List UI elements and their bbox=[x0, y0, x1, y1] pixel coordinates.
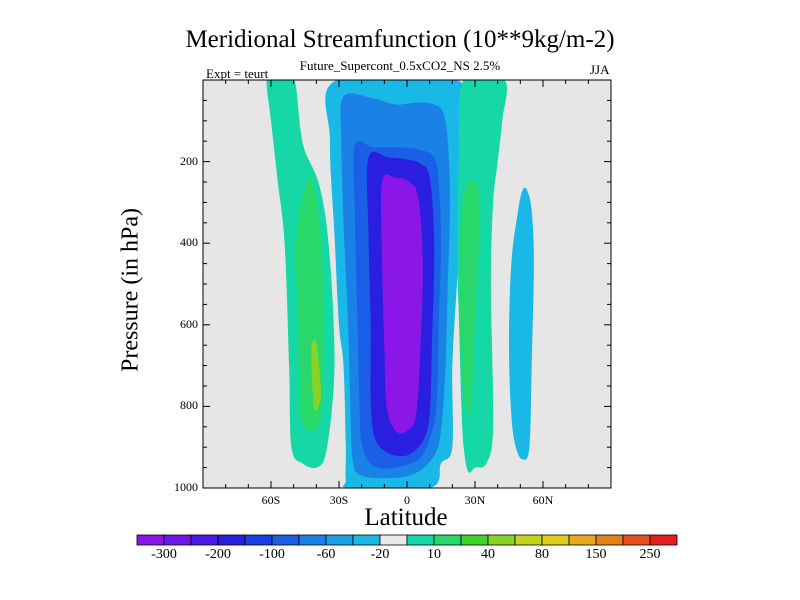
y-tick-label: 1000 bbox=[174, 480, 198, 494]
colorbar-label: -60 bbox=[316, 547, 336, 562]
colorbar-label: -100 bbox=[259, 547, 285, 562]
colorbar-box bbox=[352, 534, 381, 546]
colorbar-box bbox=[622, 534, 651, 546]
colorbar-box bbox=[568, 534, 597, 546]
colorbar-box bbox=[406, 534, 435, 546]
y-tick-label: 600 bbox=[180, 316, 198, 331]
experiment-label: Expt = teurt bbox=[206, 66, 269, 81]
y-axis-label: Pressure (in hPa) bbox=[117, 208, 144, 372]
colorbar-box bbox=[541, 534, 570, 546]
colorbar-label: 80 bbox=[535, 547, 549, 562]
colorbar-box bbox=[244, 534, 273, 546]
x-tick-label: 60N bbox=[532, 493, 554, 507]
colorbar-box bbox=[433, 534, 462, 546]
colorbar-box bbox=[190, 534, 219, 546]
colorbar-label: -20 bbox=[370, 547, 390, 562]
colorbar-box bbox=[379, 534, 408, 546]
contour-region--300 bbox=[380, 174, 423, 434]
colorbar-label: 250 bbox=[639, 547, 661, 562]
colorbar-box bbox=[217, 534, 246, 546]
contour-region-80 bbox=[311, 339, 321, 412]
colorbar-label: -300 bbox=[151, 547, 177, 562]
colorbar-box bbox=[163, 534, 192, 546]
colorbar-label: 40 bbox=[481, 547, 495, 562]
colorbar-box bbox=[595, 534, 624, 546]
chart-title: Meridional Streamfunction (10**9kg/m-2) bbox=[185, 26, 615, 53]
x-tick-label: 30S bbox=[329, 493, 349, 507]
colorbar-box bbox=[298, 534, 327, 546]
colorbar-box bbox=[136, 534, 165, 546]
x-tick-label: 30N bbox=[464, 493, 486, 507]
axis-ticks bbox=[203, 80, 611, 489]
y-tick-label: 200 bbox=[180, 153, 198, 168]
contour-region--20 bbox=[509, 187, 534, 460]
colorbar-label: 10 bbox=[427, 547, 441, 562]
colorbar-box bbox=[649, 534, 678, 546]
colorbar-label: -200 bbox=[205, 547, 231, 562]
chart-subtitle: Future_Supercont_0.5xCO2_NS 2.5% bbox=[299, 58, 501, 73]
x-tick-label: 0 bbox=[404, 493, 410, 507]
colorbar-box bbox=[487, 534, 516, 546]
contour-region-40 bbox=[459, 179, 480, 418]
y-tick-label: 400 bbox=[180, 235, 198, 250]
colorbar-box bbox=[460, 534, 489, 546]
colorbar-box bbox=[514, 534, 543, 546]
colorbar bbox=[136, 534, 678, 546]
colorbar-label: 150 bbox=[585, 547, 607, 562]
contour-fill-layer bbox=[202, 79, 612, 489]
season-label: JJA bbox=[590, 62, 610, 77]
x-axis-label: Latitude bbox=[364, 504, 448, 531]
colorbar-box bbox=[325, 534, 354, 546]
colorbar-box bbox=[271, 534, 300, 546]
y-tick-label: 800 bbox=[180, 398, 198, 413]
x-tick-label: 60S bbox=[261, 493, 281, 507]
